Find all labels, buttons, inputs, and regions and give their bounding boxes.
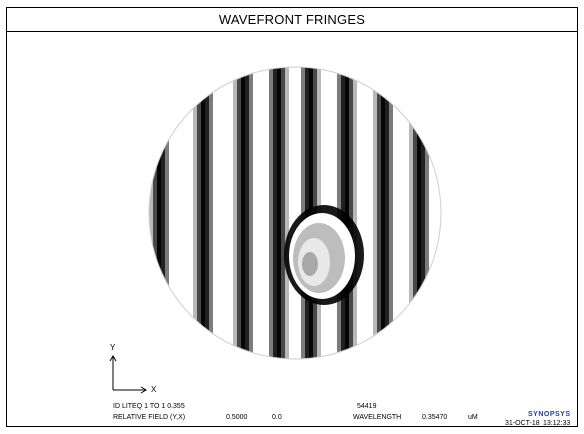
fringe-column: [377, 67, 381, 359]
fringe-column: [225, 67, 229, 359]
fringe-column: [221, 67, 225, 359]
central-ring: [284, 205, 364, 305]
fringe-column: [229, 67, 233, 359]
fringe-column: [413, 67, 417, 359]
fringe-column: [393, 67, 397, 359]
fringe-column: [169, 67, 173, 359]
xy-axes-icon: [109, 355, 147, 394]
fringe-column: [181, 67, 185, 359]
fringe-column: [353, 67, 357, 359]
fringe-column: [405, 67, 409, 359]
fringe-column: [261, 67, 265, 359]
fringe-column: [189, 67, 193, 359]
plot-window: WAVEFRONT FRINGES: [6, 7, 578, 427]
fringe-column: [437, 67, 441, 359]
fringe-column: [217, 67, 221, 359]
fringe-column: [257, 67, 261, 359]
fringe-column: [349, 67, 353, 359]
relative-field-y: 0.5000: [226, 414, 248, 421]
fringe-column: [381, 67, 385, 359]
fringe-column: [281, 67, 285, 359]
fringe-column: [345, 67, 349, 359]
fringe-column: [153, 67, 157, 359]
fringe-column: [213, 67, 217, 359]
fringe-column: [297, 67, 301, 359]
fringe-column: [409, 67, 413, 359]
time-stamp: 13:12:33: [543, 420, 571, 427]
fringe-column: [161, 67, 165, 359]
fringe-column: [357, 67, 361, 359]
id-line-label: ID LITEQ 1 TO 1 0.355: [113, 403, 185, 410]
fringe-column: [237, 67, 241, 359]
fringe-column: [373, 67, 377, 359]
fringe-column: [417, 67, 421, 359]
date-stamp: 31-OCT-18: [505, 420, 540, 427]
relative-field-label: RELATIVE FIELD (Y,X): [113, 414, 186, 421]
fringe-column: [253, 67, 257, 359]
fringe-column: [245, 67, 249, 359]
fringe-column: [385, 67, 389, 359]
wavelength-unit: uM: [468, 414, 478, 421]
fringe-column: [209, 67, 213, 359]
fringe-column: [365, 67, 369, 359]
fringe-column: [429, 67, 433, 359]
synopsys-logo: SYNOPSYS: [528, 411, 571, 418]
fringe-bands: [149, 67, 441, 359]
fringe-column: [289, 67, 293, 359]
fringe-column: [269, 67, 273, 359]
fringe-column: [401, 67, 405, 359]
fringe-column: [233, 67, 237, 359]
fringe-column: [185, 67, 189, 359]
fringe-column: [173, 67, 177, 359]
fringe-column: [369, 67, 373, 359]
fringe-column: [277, 67, 281, 359]
y-axis-label: Y: [110, 343, 116, 352]
wavelength-label: WAVELENGTH: [353, 414, 402, 421]
fringe-column: [201, 67, 205, 359]
relative-field-x: 0.0: [272, 414, 282, 421]
fringe-column: [389, 67, 393, 359]
fringe-column: [425, 67, 429, 359]
fringe-column: [249, 67, 253, 359]
fringe-column: [285, 67, 289, 359]
x-axis-label: X: [151, 385, 157, 394]
fringe-column: [197, 67, 201, 359]
wavelength-value: 0.35470: [422, 414, 448, 421]
fringe-column: [193, 67, 197, 359]
fringe-column: [241, 67, 245, 359]
fringe-pupil-disk: [149, 67, 441, 359]
window-title: WAVEFRONT FRINGES: [218, 12, 366, 27]
fringe-column: [293, 67, 297, 359]
fringe-column: [433, 67, 437, 359]
id-line-value: 54419: [357, 403, 377, 410]
title-bar: WAVEFRONT FRINGES: [7, 8, 577, 32]
fringe-column: [157, 67, 161, 359]
fringe-column: [177, 67, 181, 359]
fringe-column: [265, 67, 269, 359]
fringe-column: [149, 67, 153, 359]
fringe-column: [205, 67, 209, 359]
fringe-column: [397, 67, 401, 359]
fringe-column: [361, 67, 365, 359]
fringe-column: [165, 67, 169, 359]
fringe-column: [421, 67, 425, 359]
fringe-column: [273, 67, 277, 359]
